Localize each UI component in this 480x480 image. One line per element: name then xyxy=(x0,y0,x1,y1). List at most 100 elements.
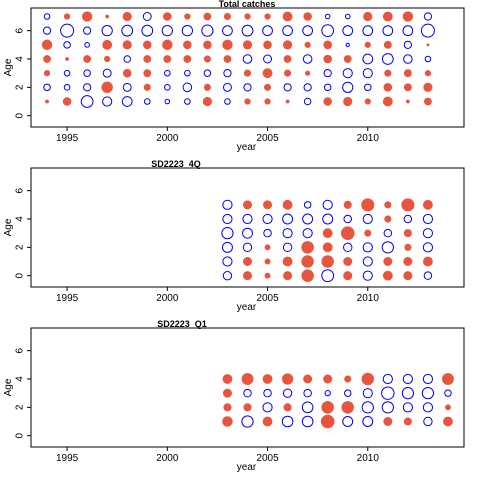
residual-bubble xyxy=(222,416,233,427)
residual-bubble xyxy=(343,96,353,107)
residual-bubble xyxy=(203,55,211,63)
y-tick-label: 6 xyxy=(15,347,26,353)
residual-bubble xyxy=(282,228,293,239)
residual-bubble xyxy=(163,12,172,21)
residual-bubble xyxy=(403,69,412,78)
residual-bubble xyxy=(382,373,393,385)
residual-bubble xyxy=(445,404,451,411)
residual-bubble xyxy=(262,416,273,427)
residual-bubble xyxy=(264,98,271,105)
residual-bubble xyxy=(81,11,93,22)
residual-bubble xyxy=(282,388,293,398)
residual-bubble xyxy=(184,98,191,105)
residual-bubble xyxy=(362,416,374,427)
residual-bubble xyxy=(343,389,352,397)
x-axis-label: year xyxy=(237,302,257,313)
y-axis-label: Age xyxy=(3,218,14,236)
residual-bubble xyxy=(426,43,430,47)
residual-bubble xyxy=(183,40,192,50)
residual-bubble xyxy=(243,200,253,210)
residual-bubble xyxy=(283,83,292,92)
residual-bubble xyxy=(80,95,94,108)
residual-bubble xyxy=(264,244,271,251)
plot-frame xyxy=(30,7,465,128)
residual-bubble xyxy=(263,200,273,210)
residual-bubble xyxy=(83,55,92,63)
residual-bubble xyxy=(381,241,394,254)
x-tick-label: 1995 xyxy=(56,293,79,304)
residual-bubble xyxy=(303,388,312,398)
y-tick-label: 2 xyxy=(15,404,26,410)
residual-bubble xyxy=(323,83,332,92)
residual-bubble xyxy=(222,39,233,51)
residual-bubble xyxy=(203,12,212,21)
residual-bubble xyxy=(443,416,453,427)
residual-bubble xyxy=(301,241,314,254)
residual-bubble xyxy=(384,215,392,223)
plot-frame xyxy=(30,167,465,288)
residual-bubble xyxy=(381,386,395,400)
residual-bubble xyxy=(164,84,171,91)
residual-bubble xyxy=(423,416,433,427)
residual-bubble xyxy=(403,417,412,426)
residual-bubble xyxy=(423,12,433,21)
residual-bubble xyxy=(363,11,373,22)
residual-bubble xyxy=(223,69,232,78)
residual-bubble xyxy=(143,98,151,105)
residual-bubble xyxy=(242,40,253,50)
residual-bubble xyxy=(122,82,132,92)
residual-bubble xyxy=(264,258,271,265)
residual-bubble xyxy=(142,40,152,50)
residual-bubble xyxy=(404,243,412,251)
residual-bubble xyxy=(301,269,314,282)
residual-bubble xyxy=(282,40,293,50)
residual-bubble xyxy=(263,54,273,64)
residual-bubble xyxy=(122,11,132,22)
residual-bubble xyxy=(184,13,191,20)
residual-bubble xyxy=(403,229,412,238)
residual-bubble xyxy=(143,83,151,91)
residual-bubble xyxy=(403,83,412,92)
residual-bubble xyxy=(263,228,272,238)
residual-bubble xyxy=(63,41,71,49)
residual-bubble xyxy=(402,373,413,385)
residual-bubble xyxy=(183,55,192,63)
residual-bubble xyxy=(282,25,293,37)
residual-bubble xyxy=(63,13,71,20)
residual-bubble xyxy=(324,390,331,397)
residual-bubble xyxy=(383,228,393,238)
y-tick-label: 0 xyxy=(15,432,26,438)
chart-title: Total catches xyxy=(219,0,276,9)
plot-frame xyxy=(30,327,465,448)
residual-bubble xyxy=(403,256,413,266)
residual-bubble xyxy=(222,256,233,267)
residual-bubble xyxy=(382,25,394,37)
y-tick-label: 0 xyxy=(15,112,26,118)
x-axis-label: year xyxy=(237,142,257,153)
residual-bubble xyxy=(403,271,413,281)
residual-bubble xyxy=(202,96,213,107)
residual-bubble xyxy=(83,69,91,77)
residual-bubble xyxy=(403,54,413,64)
residual-bubble xyxy=(423,97,432,106)
residual-bubble xyxy=(43,70,51,77)
residual-bubble xyxy=(143,55,152,63)
residual-bubble xyxy=(323,97,332,106)
residual-bubble xyxy=(285,99,290,104)
residual-bubble xyxy=(223,403,232,412)
residual-bubble xyxy=(102,68,112,78)
residual-bubble xyxy=(344,13,351,20)
residual-bubble xyxy=(162,39,173,51)
residual-bubble xyxy=(242,213,253,225)
residual-bubble xyxy=(362,242,373,253)
residual-bubble xyxy=(343,242,353,253)
residual-bubble xyxy=(282,256,293,267)
residual-bubble xyxy=(262,374,273,384)
residual-bubble xyxy=(283,403,292,412)
residual-bubble xyxy=(442,373,454,385)
residual-bubble xyxy=(322,199,333,210)
residual-bubble xyxy=(263,40,272,50)
residual-bubble xyxy=(423,82,433,92)
residual-bubble xyxy=(342,25,354,37)
x-tick-label: 2000 xyxy=(156,133,179,144)
